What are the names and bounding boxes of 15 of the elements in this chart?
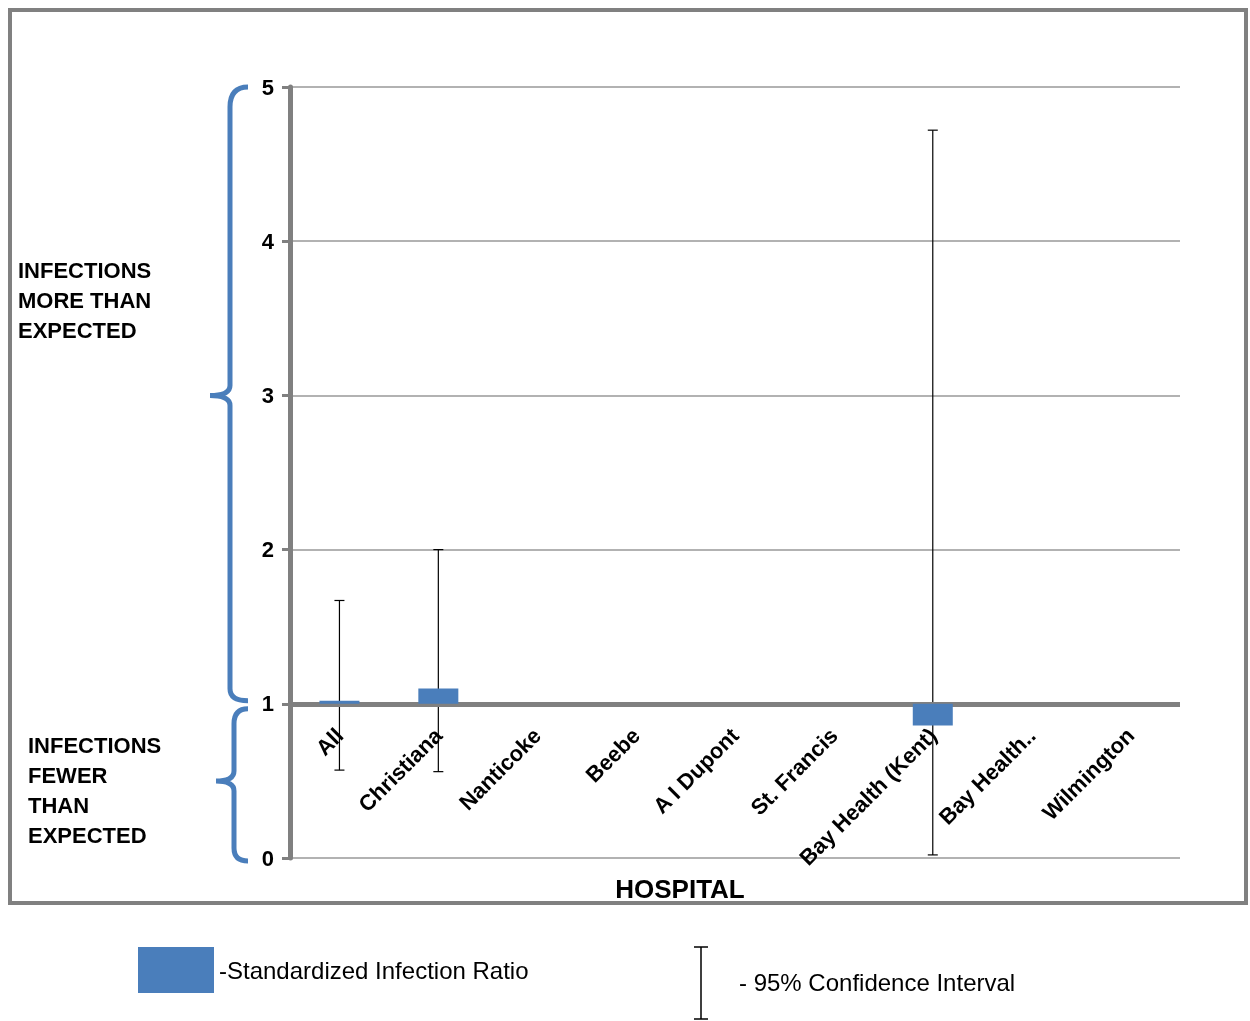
y-tick-label: 0 bbox=[261, 845, 274, 871]
y-tick-label: 3 bbox=[261, 382, 274, 408]
y-tick-label: 4 bbox=[261, 228, 275, 254]
bar bbox=[319, 700, 360, 704]
legend-label: -Standardized Infection Ratio bbox=[219, 956, 529, 984]
bar bbox=[912, 703, 953, 726]
y-tick-label: 5 bbox=[261, 74, 274, 100]
text: - 95% Confidence Interval bbox=[739, 969, 1016, 997]
bar bbox=[418, 688, 459, 704]
y-tick-label: 1 bbox=[261, 691, 274, 717]
x-tick-label: All bbox=[310, 722, 349, 761]
x-axis-title: HOSPITAL bbox=[615, 874, 745, 905]
y-tick-label: 2 bbox=[261, 537, 274, 563]
text: INFECTIONS FEWER THAN EXPECTED bbox=[28, 732, 162, 848]
text: INFECTIONS MORE THAN EXPECTED bbox=[18, 257, 152, 343]
